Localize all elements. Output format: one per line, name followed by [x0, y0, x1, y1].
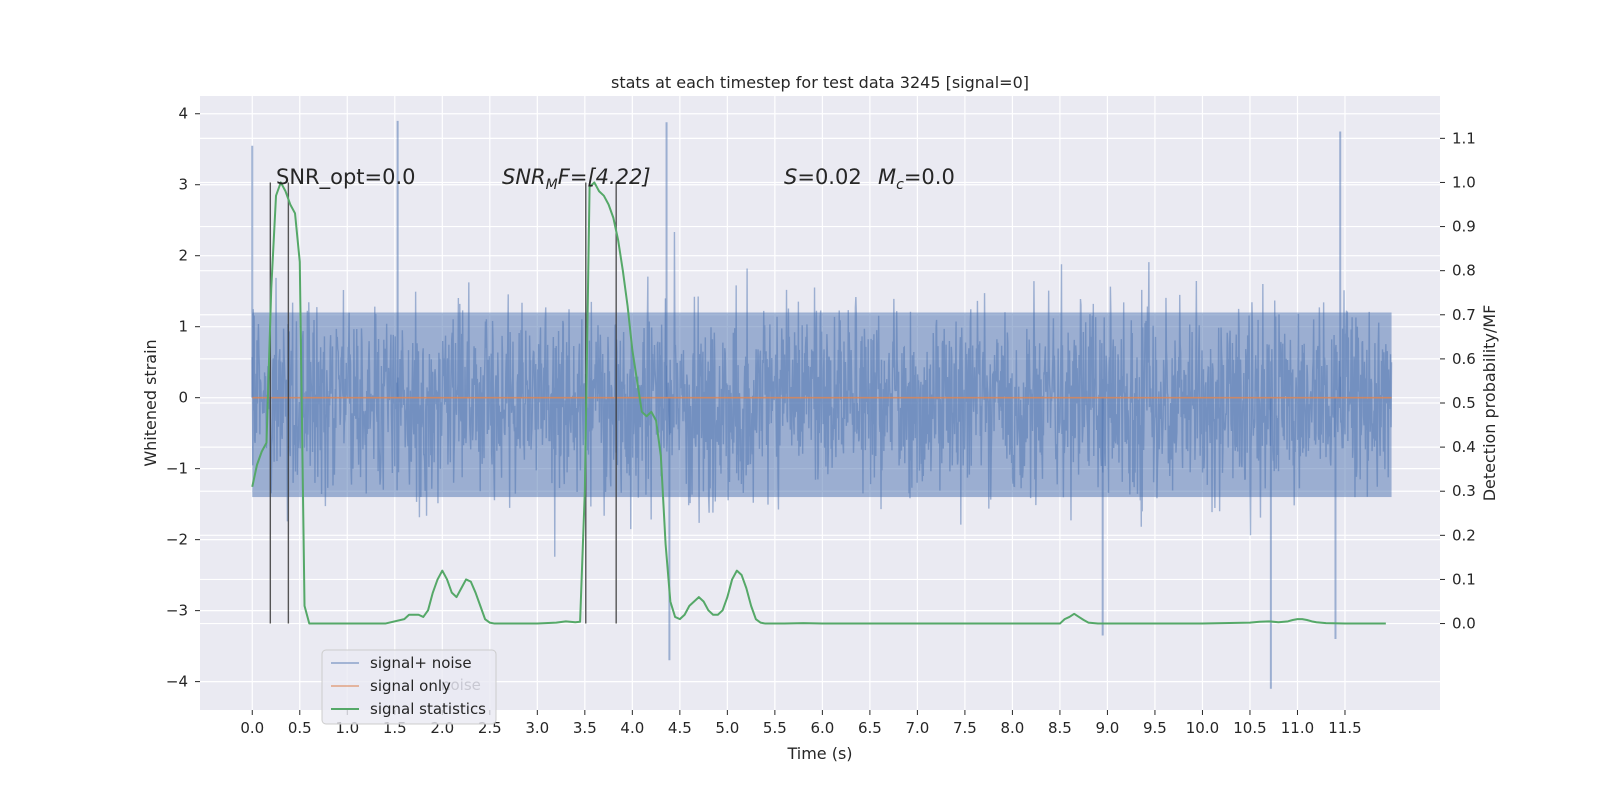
y-right-tick-label: 0.6 — [1452, 350, 1476, 368]
x-tick-label: 10.0 — [1186, 719, 1219, 737]
y-right-tick-label: 0.2 — [1452, 526, 1476, 544]
snr-mf-rest: F=[4.22] — [558, 165, 651, 189]
x-tick-label: 9.5 — [1143, 719, 1167, 737]
y-tick-label: 2 — [178, 247, 188, 265]
y-tick-label: 1 — [178, 318, 188, 336]
annotation-mc: Mc=0.0 — [878, 165, 955, 193]
x-tick-label: 5.0 — [715, 719, 739, 737]
mc-sub: c — [896, 177, 904, 193]
x-tick-label: 11.5 — [1328, 719, 1361, 737]
legend-label-signal-only: signal only — [370, 677, 451, 695]
s-value: =0.02 — [797, 165, 861, 189]
axis-ticks: 0.0 0.5 1.0 1.5 2.0 2.5 3.0 3.5 4.0 4.5 5.0 5.5 6.0 6… — [166, 105, 1476, 737]
y-tick-label: 3 — [178, 176, 188, 194]
legend-hidden-label: noise — [441, 676, 481, 694]
y-tick-label: −1 — [166, 460, 188, 478]
noise-dense-band — [252, 312, 1392, 498]
y-axis-label: Whitened strain — [141, 339, 160, 466]
y-right-tick-label: 0.9 — [1452, 218, 1476, 236]
snr-mf-base: SNR — [502, 165, 546, 189]
x-tick-label: 9.0 — [1096, 719, 1120, 737]
x-tick-label: 10.5 — [1233, 719, 1266, 737]
mc-value: =0.0 — [904, 165, 955, 189]
y-right-tick-label: 0.4 — [1452, 438, 1476, 456]
x-tick-label: 4.0 — [620, 719, 644, 737]
x-tick-label: 7.0 — [905, 719, 929, 737]
y-tick-label: −2 — [166, 531, 188, 549]
legend-box — [321, 649, 497, 725]
s-label: S — [784, 165, 797, 189]
annotation-s: S=0.02 — [784, 165, 862, 189]
annotation-snr-mf: SNRMF=[4.22] — [502, 165, 651, 193]
x-tick-label: 4.5 — [668, 719, 692, 737]
y-tick-label: 4 — [178, 105, 188, 123]
y-right-tick-label: 0.5 — [1452, 394, 1476, 412]
x-tick-label: 6.0 — [810, 719, 834, 737]
x-tick-label: 8.5 — [1048, 719, 1072, 737]
x-tick-label: 0.0 — [240, 719, 264, 737]
mc-base: M — [878, 165, 896, 189]
x-tick-label: 5.5 — [763, 719, 787, 737]
x-tick-label: 8.0 — [1000, 719, 1024, 737]
y-right-tick-label: 0.8 — [1452, 262, 1476, 280]
y-right-tick-label: 0.3 — [1452, 482, 1476, 500]
y-right-tick-label: 0.7 — [1452, 306, 1476, 324]
annotation-snr-opt: SNR_opt=0.0 — [276, 165, 416, 190]
y-right-tick-label: 1.0 — [1452, 173, 1476, 191]
y-right-tick-label: 0.0 — [1452, 615, 1476, 633]
y-axis-right-label: Detection probability/MF — [1480, 305, 1499, 502]
y-right-tick-label: 1.1 — [1452, 129, 1476, 147]
x-tick-label: 3.0 — [525, 719, 549, 737]
signal-noise-series — [251, 120, 1393, 689]
legend-label-signal-statistics: signal statistics — [370, 700, 486, 718]
x-tick-label: 0.5 — [288, 719, 312, 737]
y-tick-label: 0 — [178, 389, 188, 407]
signal-statistics-series — [251, 181, 1386, 625]
x-tick-label: 3.5 — [573, 719, 597, 737]
y-tick-label: −4 — [166, 673, 188, 691]
x-tick-label: 11.0 — [1281, 719, 1314, 737]
legend-label-signal-noise: signal+ noise — [370, 654, 472, 672]
x-tick-label: 7.5 — [953, 719, 977, 737]
signal-statistics-line — [251, 181, 1386, 625]
chart-title: stats at each timestep for test data 324… — [611, 73, 1029, 92]
x-axis-label: Time (s) — [786, 744, 852, 763]
y-tick-label: −3 — [166, 602, 188, 620]
legend: noise signal+ noise signal only signal s… — [321, 649, 497, 725]
snr-mf-sub: M — [546, 177, 558, 193]
x-tick-label: 6.5 — [858, 719, 882, 737]
y-right-tick-label: 0.1 — [1452, 570, 1476, 588]
